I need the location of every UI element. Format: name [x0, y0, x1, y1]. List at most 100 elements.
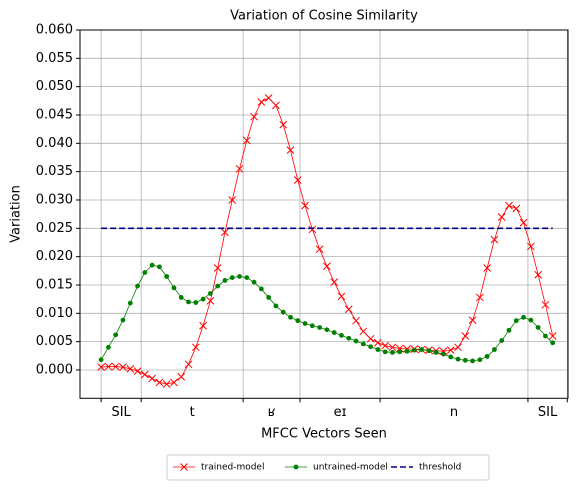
- marker: [359, 327, 368, 336]
- marker: [258, 286, 264, 292]
- marker: [244, 275, 250, 281]
- marker: [483, 264, 492, 272]
- marker: [257, 98, 266, 106]
- marker: [433, 350, 439, 355]
- marker: [288, 314, 293, 320]
- marker: [513, 318, 519, 324]
- marker: [468, 316, 477, 324]
- marker: [191, 343, 200, 352]
- marker: [302, 321, 308, 326]
- marker: [390, 350, 395, 355]
- marker: [419, 347, 424, 352]
- marker: [352, 316, 360, 325]
- series-line: [101, 97, 554, 385]
- x-segment-label: SIL: [538, 405, 558, 420]
- marker: [186, 299, 191, 305]
- marker: [222, 278, 228, 283]
- marker: [301, 201, 309, 210]
- marker: [113, 332, 119, 338]
- marker: [133, 367, 142, 375]
- marker: [323, 262, 331, 271]
- marker: [250, 112, 258, 121]
- marker: [193, 300, 199, 305]
- chart-title: Variation of Cosine Similarity: [230, 9, 418, 24]
- marker: [330, 278, 339, 286]
- marker: [97, 363, 105, 371]
- y-tick-label: 0.005: [36, 334, 73, 349]
- marker: [98, 357, 104, 363]
- marker: [215, 283, 221, 289]
- marker: [180, 463, 188, 471]
- y-tick-label: 0.060: [36, 23, 73, 38]
- y-tick-label: 0.025: [36, 221, 73, 236]
- marker: [366, 334, 375, 343]
- marker: [228, 196, 237, 204]
- legend-frame: [166, 454, 490, 481]
- legend-label: untrained-model: [313, 463, 388, 473]
- marker: [506, 327, 512, 333]
- y-tick-label: 0.015: [36, 277, 73, 292]
- marker: [484, 353, 490, 359]
- marker: [541, 300, 550, 309]
- marker: [149, 262, 155, 268]
- marker: [106, 344, 111, 350]
- marker: [309, 323, 315, 329]
- marker: [505, 201, 513, 210]
- marker: [331, 330, 337, 335]
- marker: [476, 293, 484, 302]
- marker: [317, 325, 323, 330]
- marker: [295, 318, 301, 324]
- marker: [142, 270, 148, 275]
- marker: [229, 275, 235, 281]
- marker: [492, 347, 497, 352]
- marker: [111, 362, 120, 371]
- marker: [548, 332, 557, 340]
- marker: [454, 343, 462, 352]
- marker: [162, 380, 171, 388]
- marker: [308, 225, 317, 234]
- y-tick-label: 0.045: [36, 107, 73, 122]
- y-tick-label: 0.020: [36, 249, 73, 264]
- marker: [171, 285, 177, 291]
- y-tick-label: 0.000: [36, 362, 73, 377]
- marker: [148, 374, 156, 383]
- legend: trained-model untrained-model threshold: [166, 454, 490, 481]
- x-segment-label: n: [450, 405, 458, 420]
- marker: [543, 333, 548, 339]
- marker: [272, 101, 280, 110]
- plot-frame: [79, 29, 569, 399]
- marker: [184, 360, 193, 369]
- marker: [360, 341, 366, 347]
- marker: [207, 291, 213, 296]
- marker: [388, 343, 397, 352]
- x-axis-label: MFCC Vectors Seen: [261, 427, 387, 442]
- marker: [177, 372, 186, 381]
- marker: [477, 357, 483, 363]
- marker: [353, 338, 359, 344]
- marker: [293, 176, 302, 185]
- marker: [528, 317, 534, 323]
- marker: [237, 274, 242, 279]
- marker: [381, 341, 390, 350]
- marker: [375, 347, 381, 352]
- marker: [404, 348, 410, 354]
- marker: [273, 303, 279, 309]
- marker: [448, 354, 454, 360]
- marker: [534, 270, 542, 279]
- marker: [120, 317, 126, 323]
- marker: [550, 340, 556, 346]
- y-tick-label: 0.030: [36, 192, 73, 207]
- marker: [213, 264, 222, 272]
- marker: [374, 338, 382, 347]
- marker: [462, 357, 468, 363]
- marker: [206, 296, 215, 305]
- y-tick-label: 0.050: [36, 79, 73, 94]
- marker: [164, 274, 170, 279]
- legend-label: threshold: [419, 463, 461, 473]
- marker: [104, 362, 113, 371]
- marker: [535, 325, 541, 330]
- marker: [127, 300, 133, 306]
- y-axis-label: Variation: [9, 185, 24, 243]
- y-tick-label: 0.040: [36, 136, 73, 151]
